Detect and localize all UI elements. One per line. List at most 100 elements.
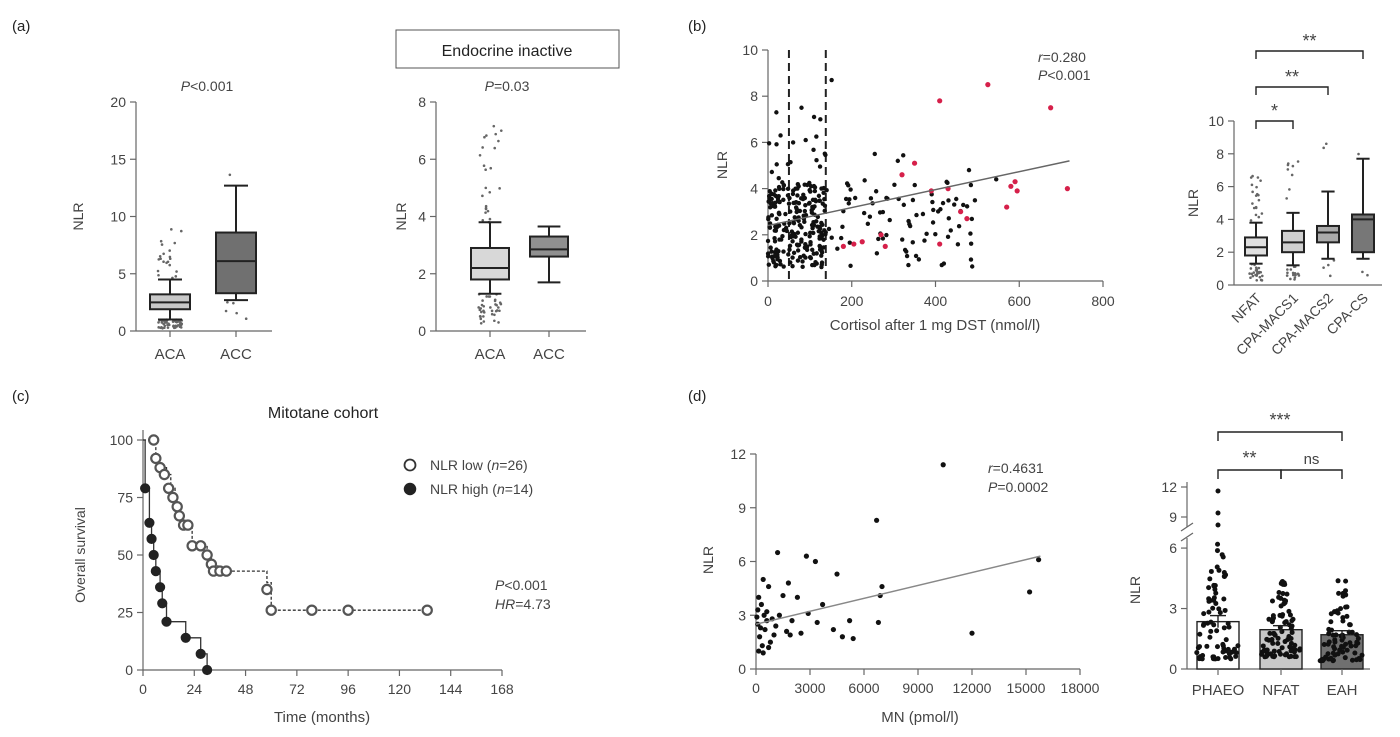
- b-scatter-point: [778, 262, 783, 267]
- c-km-marker-low: [220, 565, 233, 577]
- b-fit-line: [767, 160, 1070, 227]
- b_box-outlier-point: [1285, 274, 1289, 277]
- c-km-y-tick-label: 75: [117, 490, 133, 506]
- b-scatter-red-point: [882, 243, 888, 249]
- b-scatter-point: [955, 242, 961, 247]
- c-km-y-tick-label: 0: [125, 662, 133, 678]
- d-scatter-point: [760, 576, 766, 583]
- d-bar-point: [1215, 522, 1221, 528]
- d-bar-point: [1214, 628, 1220, 634]
- d-bar-point: [1206, 609, 1212, 615]
- b_box-outlier-point: [1255, 272, 1259, 275]
- d-scatter-x-tick-label: 12000: [953, 680, 992, 696]
- a_all-outlier-point: [158, 254, 162, 258]
- b-scatter-point: [783, 211, 788, 217]
- b-scatter-point: [945, 234, 951, 240]
- d-bar-point: [1353, 643, 1359, 649]
- c-km-marker-low: [158, 468, 171, 481]
- a_endo-outlier-point: [499, 129, 503, 132]
- b_box-outlier-point: [1289, 277, 1292, 281]
- a_all-outlier-point: [179, 323, 183, 327]
- d-bar-point: [1260, 643, 1266, 649]
- d-bar-point: [1271, 648, 1277, 654]
- b_box-outlier-point: [1257, 198, 1261, 202]
- b-scatter-x-tick-label: 800: [1091, 293, 1115, 309]
- b-scatter-point: [874, 251, 880, 256]
- a_endo-outlier-point: [489, 306, 492, 309]
- c-km-marker-low: [167, 491, 179, 504]
- d-bar-x-tick-label: NFAT: [1262, 682, 1299, 699]
- b_box-outlier-point: [1259, 179, 1262, 182]
- b-scatter-point: [791, 250, 797, 256]
- d-sig-label: ***: [1269, 410, 1290, 430]
- a_endo-outlier-point: [479, 321, 483, 325]
- b_box-outlier-point: [1257, 215, 1261, 219]
- b_box-outlier-point: [1260, 212, 1264, 215]
- b-scatter-point: [968, 257, 974, 262]
- b_box-outlier-point: [1291, 164, 1295, 168]
- b-scatter-point: [822, 208, 827, 214]
- b-scatter-point: [876, 236, 881, 242]
- b-scatter-point: [966, 167, 972, 173]
- b-scatter-point: [807, 234, 812, 239]
- d-bar-axis-break: [1180, 522, 1194, 532]
- b-scatter-point: [972, 198, 978, 203]
- b-scatter-point: [788, 260, 793, 265]
- a_all-x-tick-label: ACC: [220, 346, 252, 363]
- b-scatter-point: [940, 200, 946, 206]
- d-bar-point: [1287, 644, 1293, 650]
- d-scatter-point: [766, 644, 772, 651]
- b-scatter-red-point: [1064, 186, 1071, 192]
- d-bar-point: [1226, 651, 1232, 657]
- b-scatter-point: [795, 248, 801, 253]
- b-scatter-point: [817, 224, 822, 230]
- d-bar-point: [1215, 488, 1221, 494]
- b-scatter-point: [778, 133, 783, 138]
- b-scatter-point: [930, 199, 935, 205]
- b-scatter-point: [952, 202, 957, 207]
- d-bar-point: [1278, 580, 1284, 586]
- b-scatter-point: [970, 264, 975, 269]
- legend-open-marker-icon: [403, 458, 417, 472]
- d-bar-point: [1288, 653, 1294, 659]
- b-scatter-x-tick-label: 600: [1008, 293, 1032, 309]
- d-bar-point: [1219, 552, 1225, 558]
- b-scatter-point: [795, 186, 800, 191]
- d-bar-point: [1335, 651, 1341, 657]
- d-bar-point: [1259, 651, 1265, 657]
- b-scatter-point: [803, 255, 808, 260]
- b-scatter-point: [774, 142, 779, 147]
- c-stat-hr: HR=4.73: [495, 596, 551, 612]
- b_box-box-CPA-MACS2: [1316, 224, 1340, 244]
- a_all-outlier-point: [244, 317, 248, 321]
- b-sig-label: **: [1285, 67, 1299, 87]
- b-sig-bracket: [1255, 120, 1294, 129]
- b_box-outlier-point: [1251, 202, 1254, 205]
- d-bar-point: [1204, 643, 1210, 649]
- b-scatter-x-tick-label: 0: [764, 293, 772, 309]
- b-scatter-x-tick-label: 200: [840, 293, 864, 309]
- b-scatter-point: [821, 237, 826, 242]
- b-scatter-point: [765, 238, 771, 244]
- d-scatter-point: [830, 626, 837, 633]
- a_endo-x-tick-label: ACA: [475, 346, 506, 363]
- c-km-x-tick-label: 48: [238, 681, 254, 697]
- b-scatter-point: [823, 230, 828, 235]
- b-scatter-red-point: [911, 160, 918, 166]
- c-km-marker-low: [261, 583, 273, 596]
- d-bar-point: [1354, 657, 1360, 663]
- b-scatter-point: [935, 209, 941, 214]
- d-bar-point: [1289, 623, 1295, 629]
- a_endo-outlier-point: [477, 306, 480, 309]
- b-scatter-point: [920, 211, 926, 217]
- a_endo-outlier-point: [484, 211, 487, 214]
- b-scatter-point: [806, 201, 812, 206]
- a_endo-box-ACC: [529, 235, 569, 258]
- b-scatter-point: [901, 202, 907, 208]
- b-scatter-point: [994, 177, 999, 182]
- b-scatter-point: [790, 140, 796, 145]
- b_box-outlier-point: [1251, 274, 1255, 278]
- a_all-y-tick-label: 0: [118, 323, 126, 339]
- b-scatter-point: [852, 195, 858, 201]
- d-bar-point: [1328, 619, 1334, 625]
